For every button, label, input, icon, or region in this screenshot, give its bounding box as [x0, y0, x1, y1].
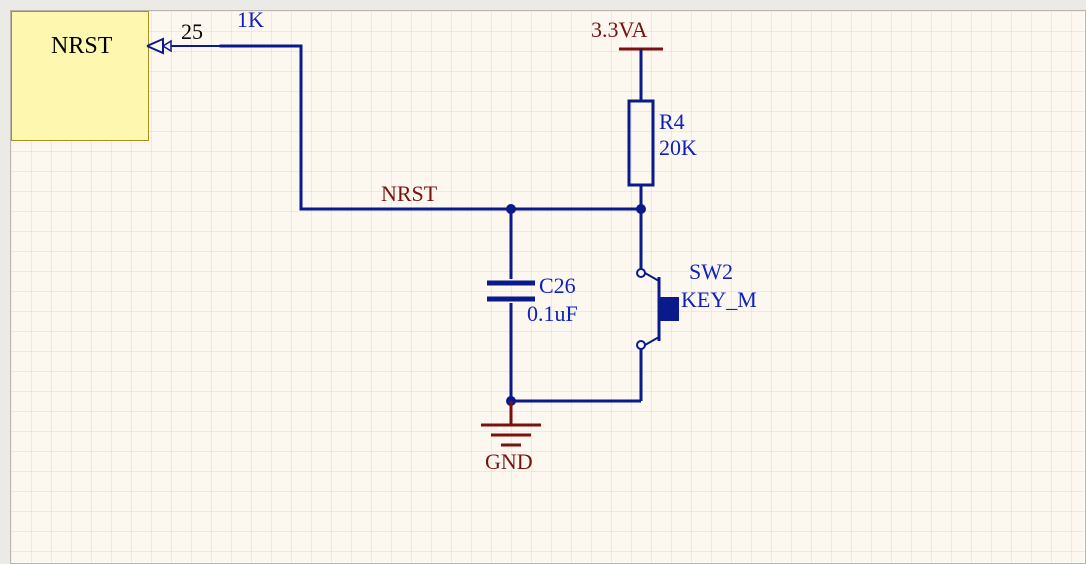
port-label: NRST	[51, 33, 112, 60]
schematic-canvas: NRST 25 1K NRST 3.3VA R4 20K C26 0.1uF S…	[10, 10, 1086, 564]
capacitor-c26	[487, 283, 535, 299]
switch-sw2	[637, 269, 679, 349]
sw2-value: KEY_M	[681, 287, 757, 313]
c26-ref: C26	[539, 273, 576, 299]
r4-value: 20K	[659, 135, 697, 161]
netlabel-gnd: GND	[485, 449, 533, 475]
r4-ref: R4	[659, 109, 685, 135]
ground-symbol	[481, 401, 541, 445]
resistor-r4	[629, 101, 653, 209]
c26-value: 0.1uF	[527, 301, 578, 327]
series-res-label: 1K	[237, 7, 264, 33]
netlabel-vcc: 3.3VA	[591, 17, 647, 43]
power-3v3	[619, 49, 663, 101]
netlabel-nrst: NRST	[381, 181, 437, 207]
sw2-ref: SW2	[689, 259, 733, 285]
port-pin-number: 25	[181, 19, 203, 45]
